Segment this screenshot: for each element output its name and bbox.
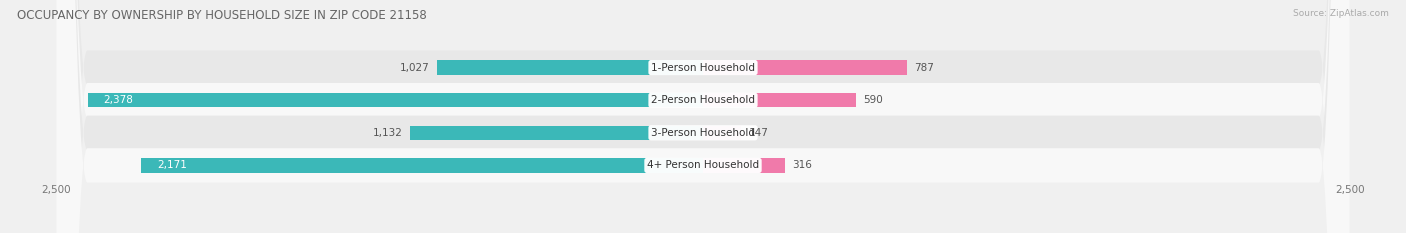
Text: 316: 316 bbox=[793, 161, 813, 170]
Text: 590: 590 bbox=[863, 95, 883, 105]
Text: 787: 787 bbox=[914, 63, 934, 72]
Text: 1,027: 1,027 bbox=[399, 63, 430, 72]
Text: 1-Person Household: 1-Person Household bbox=[651, 63, 755, 72]
Text: Source: ZipAtlas.com: Source: ZipAtlas.com bbox=[1294, 9, 1389, 18]
Text: 4+ Person Household: 4+ Person Household bbox=[647, 161, 759, 170]
Bar bbox=[142, 158, 703, 173]
Text: 2-Person Household: 2-Person Household bbox=[651, 95, 755, 105]
Bar bbox=[703, 126, 741, 140]
Bar bbox=[87, 93, 703, 107]
FancyBboxPatch shape bbox=[56, 0, 1350, 233]
Bar bbox=[703, 158, 785, 173]
Bar bbox=[703, 93, 856, 107]
Bar bbox=[703, 60, 907, 75]
Text: 3-Person Household: 3-Person Household bbox=[651, 128, 755, 138]
Text: 2,378: 2,378 bbox=[103, 95, 134, 105]
FancyBboxPatch shape bbox=[56, 0, 1350, 233]
Bar bbox=[437, 60, 703, 75]
FancyBboxPatch shape bbox=[56, 0, 1350, 233]
Text: 1,132: 1,132 bbox=[373, 128, 402, 138]
Text: 147: 147 bbox=[749, 128, 769, 138]
FancyBboxPatch shape bbox=[56, 0, 1350, 233]
Text: OCCUPANCY BY OWNERSHIP BY HOUSEHOLD SIZE IN ZIP CODE 21158: OCCUPANCY BY OWNERSHIP BY HOUSEHOLD SIZE… bbox=[17, 9, 426, 22]
Text: 2,171: 2,171 bbox=[157, 161, 187, 170]
Bar bbox=[411, 126, 703, 140]
